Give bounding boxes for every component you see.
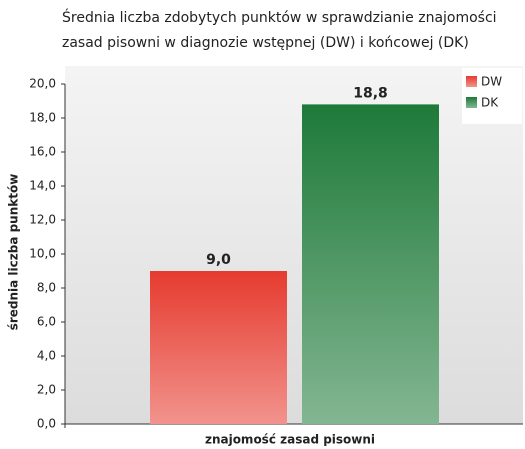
bar-shine <box>302 104 439 425</box>
y-tick-label: 12,0 <box>29 213 56 227</box>
legend-swatch-shine <box>466 97 477 108</box>
legend-swatch-shine <box>466 76 477 87</box>
legend-label: DK <box>481 96 499 110</box>
chart-title: Średnia liczba zdobytych punktów w spraw… <box>62 8 497 26</box>
x-axis-title: znajomość zasad pisowni <box>205 433 375 447</box>
value-label: 18,8 <box>353 85 388 101</box>
y-tick-label: 6,0 <box>37 315 56 329</box>
y-tick-label: 4,0 <box>37 349 56 363</box>
y-axis-title: średnia liczba punktów <box>7 174 21 331</box>
value-label: 9,0 <box>206 252 231 268</box>
y-tick-label: 18,0 <box>29 111 56 125</box>
y-tick-label: 8,0 <box>37 281 56 295</box>
y-tick-label: 10,0 <box>29 247 56 261</box>
y-tick-label: 20,0 <box>29 77 56 91</box>
y-tick-label: 14,0 <box>29 179 56 193</box>
plot-area <box>65 66 523 424</box>
y-tick-label: 16,0 <box>29 145 56 159</box>
y-tick-label: 0,0 <box>37 417 56 431</box>
chart-title: zasad pisowni w diagnozie wstępnej (DW) … <box>62 35 469 51</box>
legend-label: DW <box>481 75 502 89</box>
y-tick-label: 2,0 <box>37 383 56 397</box>
bar-shine <box>150 271 287 424</box>
